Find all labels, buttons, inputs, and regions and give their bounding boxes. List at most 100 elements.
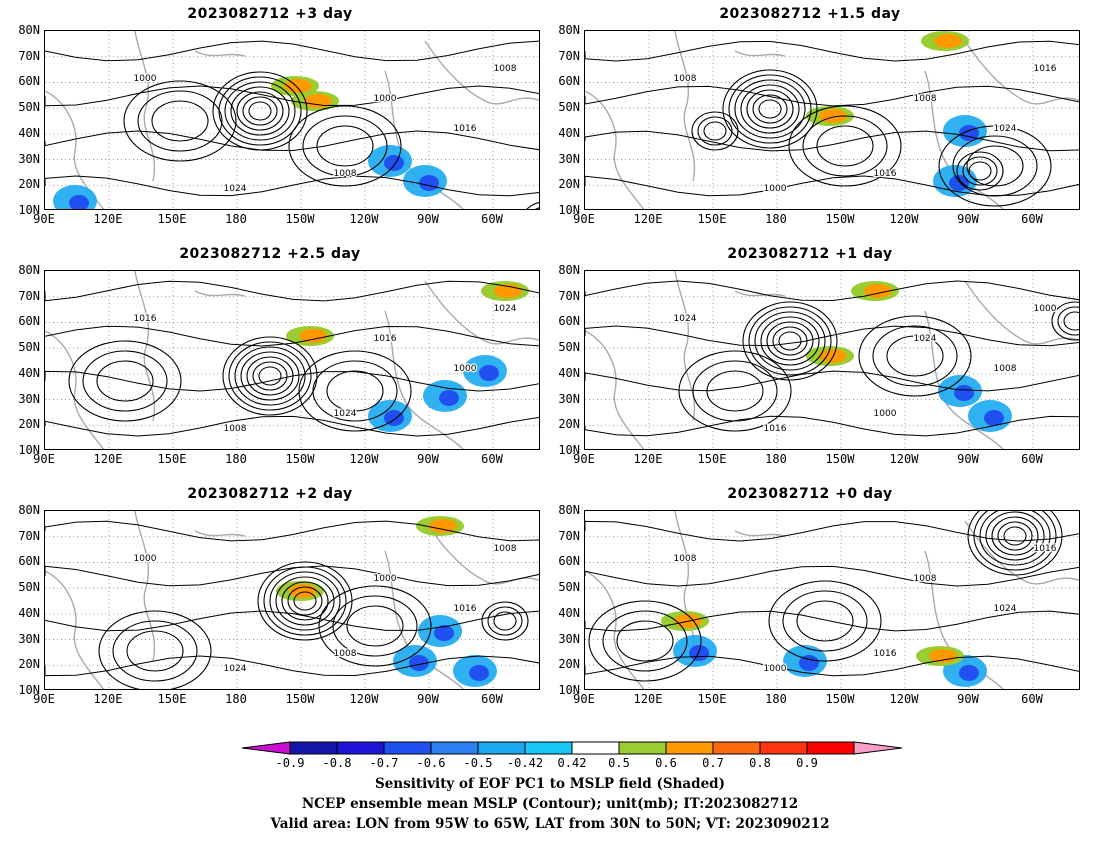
mslp-contour (585, 175, 1079, 197)
mslp-contour (997, 521, 1033, 551)
colorbar-tick-label: -0.5 (463, 756, 493, 770)
contour-label: 1024 (224, 184, 247, 194)
lat-tick-label: 80N (18, 503, 40, 517)
mslp-contour (585, 520, 1079, 542)
mslp-contour (585, 370, 1079, 392)
lon-tick-label: 90E (573, 692, 595, 706)
lat-tick-label: 70N (18, 48, 40, 63)
mslp-contour (45, 40, 539, 62)
panel-title: 2023082712 +2.5 day (179, 246, 361, 262)
contour-label: 1024 (994, 124, 1017, 134)
negative-sensitivity-core (409, 655, 429, 671)
mslp-contour (585, 280, 1079, 302)
map-svg: 1024 1000 1008 1016 1024 1000 (585, 271, 1079, 449)
colorbar-box (712, 741, 761, 755)
mslp-contour (481, 601, 529, 641)
coastline (585, 330, 645, 449)
contour-label: 1016 (764, 424, 787, 434)
lon-tick-label: 150W (285, 452, 315, 466)
coastline (424, 280, 539, 345)
lat-tick-label: 30N (18, 391, 40, 406)
mslp-contour (728, 74, 812, 144)
lat-tick-label: 70N (558, 528, 580, 543)
colorbar-tick-label: -0.7 (369, 756, 399, 770)
mslp-contour (766, 321, 814, 361)
mslp-contour (45, 130, 539, 152)
mslp-contour (1003, 526, 1027, 546)
contour-label: 1016 (874, 649, 897, 659)
colorbar-box (524, 741, 573, 755)
mslp-contour (258, 366, 282, 386)
negative-sensitivity-core (954, 385, 974, 401)
lon-tick-label: 150W (825, 212, 855, 226)
mslp-contour (616, 620, 674, 662)
mslp-contour (269, 571, 341, 631)
coastline (384, 310, 464, 449)
lat-tick-label: 70N (558, 48, 580, 63)
contour-label: 1016 (1034, 64, 1057, 74)
mslp-contour (585, 130, 1079, 152)
mslp-contour (45, 85, 539, 107)
coastline (964, 520, 1079, 585)
contour-label: 1016 (454, 124, 477, 134)
mslp-contour (678, 350, 792, 432)
contour-label: 1024 (494, 304, 517, 314)
lat-tick-label: 60N (558, 314, 580, 329)
coastline (734, 530, 786, 537)
mslp-contour (318, 585, 432, 667)
lon-tick-label: 90W (417, 692, 439, 706)
lat-tick-label: 40N (558, 125, 580, 140)
panel-title: 2023082712 +2 day (187, 486, 353, 502)
contour-label: 1008 (674, 74, 697, 84)
lon-tick-label: 150E (697, 692, 727, 706)
map-plot: 1008 1016 1024 1000 1008 1016 (584, 510, 1080, 690)
colorbar-box (430, 741, 479, 755)
mslp-contour (98, 610, 212, 689)
mslp-contour (126, 630, 184, 672)
colorbar-tick-label: 0.7 (702, 756, 724, 770)
mslp-contour (872, 325, 958, 387)
panel-title: 2023082712 +3 day (187, 6, 353, 22)
lon-tick-label: 150W (285, 212, 315, 226)
mslp-contour (252, 361, 288, 391)
mslp-contour (703, 121, 727, 141)
contour-label: 1000 (374, 94, 397, 104)
lon-tick-label: 120W (349, 692, 379, 706)
mslp-contour (585, 325, 1079, 347)
mslp-contour (45, 280, 539, 302)
mslp-contour (697, 116, 733, 146)
coastline (194, 290, 246, 297)
lat-tick-label: 40N (18, 125, 40, 140)
mslp-contour (760, 316, 820, 366)
contour-label: 1000 (134, 74, 157, 84)
lon-tick-label: 150W (825, 692, 855, 706)
negative-sensitivity-core (949, 175, 969, 191)
lat-tick-label: 60N (18, 554, 40, 569)
mslp-contour (754, 311, 826, 371)
mslp-contour (956, 151, 1004, 191)
mslp-contour (742, 301, 838, 381)
mslp-contour (1051, 301, 1079, 341)
mslp-contour (346, 605, 404, 647)
map-svg: 1000 1008 1016 1024 1000 1008 (45, 511, 539, 689)
positive-sensitivity-core (299, 329, 327, 343)
lat-tick-label: 80N (558, 23, 580, 37)
mslp-contour (796, 600, 854, 642)
mslp-contour (493, 611, 517, 631)
panel-3: 2023082712 +2.5 day 1016 1024 1000 1008 1016… (0, 246, 540, 466)
lat-tick-label: 40N (18, 365, 40, 380)
mslp-contour (985, 511, 1045, 561)
mslp-contour (585, 415, 1079, 437)
negative-sensitivity-core (434, 625, 454, 641)
negative-sensitivity-core (469, 665, 489, 681)
colorbar-tick-label: -0.42 (506, 756, 544, 770)
lat-tick-label: 30N (18, 151, 40, 166)
coastline (134, 511, 156, 662)
lon-tick-label: 90E (573, 452, 595, 466)
mslp-contour (778, 331, 802, 351)
lon-tick-label: 90E (33, 692, 55, 706)
contour-label: 1000 (764, 664, 787, 674)
mslp-contour (242, 96, 278, 126)
mslp-contour (585, 565, 1079, 587)
lon-tick-label: 180 (225, 212, 247, 226)
